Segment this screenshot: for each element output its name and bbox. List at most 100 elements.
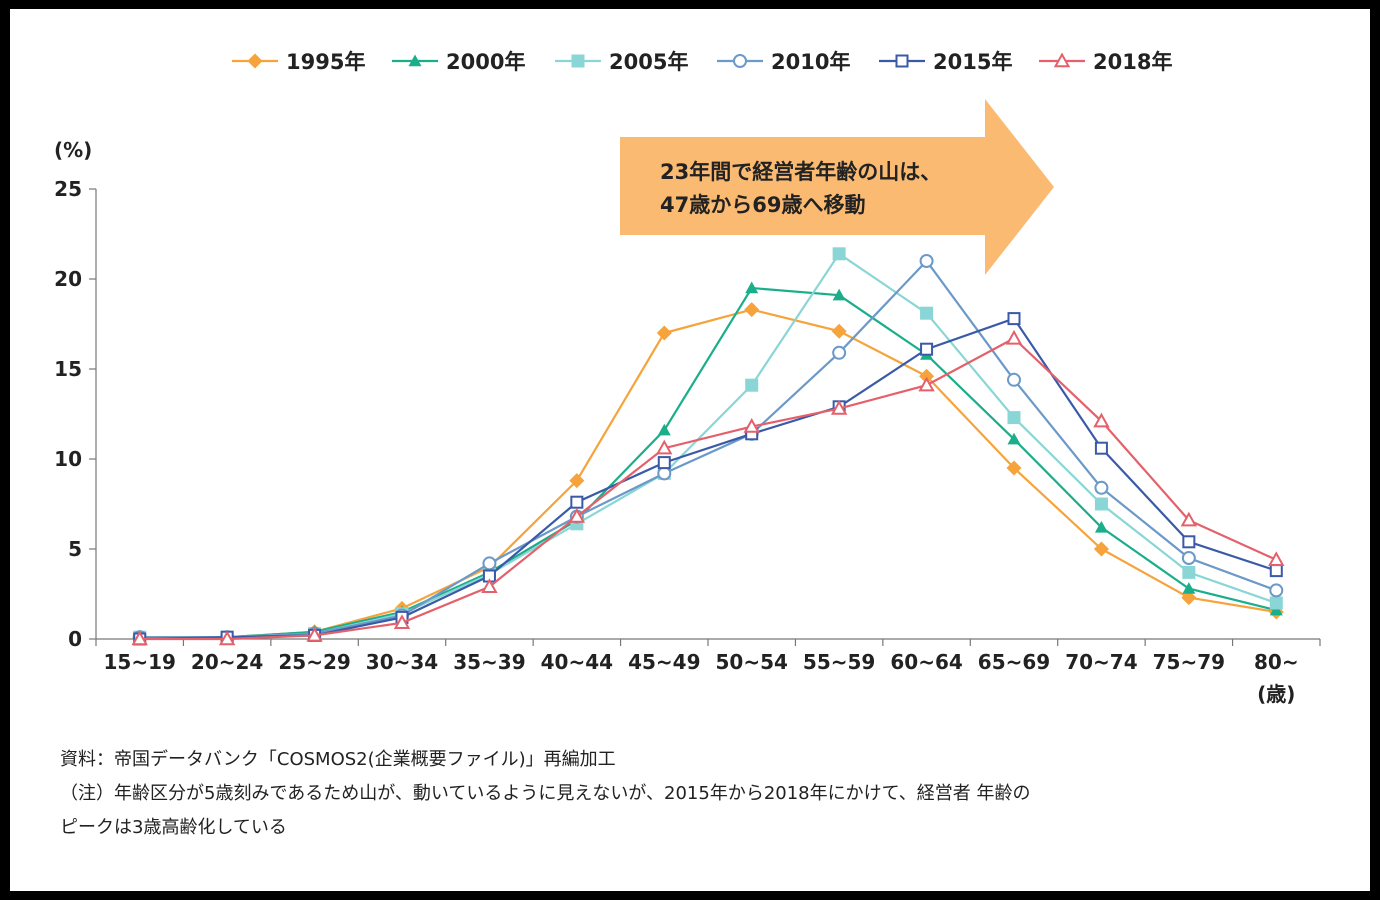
legend-item: 2000年 (392, 50, 525, 74)
data-point (481, 578, 498, 593)
y-tick-label: 0 (68, 627, 82, 651)
data-point (1007, 411, 1021, 425)
data-point (1094, 497, 1108, 511)
data-point (919, 368, 935, 384)
data-point (1181, 551, 1196, 565)
data-point (306, 626, 323, 642)
series-2018年 (131, 329, 1285, 646)
y-axis-unit-label: (%) (54, 138, 92, 162)
legend-label: 1995年 (286, 50, 365, 74)
data-point (657, 456, 671, 470)
footnote-line-1: （注）年齢区分が5歳刻みであるため山が、動いているように見えないが、2015年か… (60, 783, 1031, 804)
data-point (919, 254, 934, 268)
y-tick-label: 20 (54, 267, 82, 291)
x-axis-unit-label: (歳) (1257, 682, 1295, 706)
data-point (920, 306, 934, 320)
data-point (831, 323, 847, 339)
data-point (1269, 564, 1283, 578)
data-point (1180, 511, 1198, 527)
data-point (656, 439, 673, 455)
chart-legend: 1995年 2000年 2005年 2010年 2015年 2018年 (232, 50, 1172, 74)
data-point (568, 508, 586, 523)
data-point (744, 302, 760, 318)
shift-annotation-arrow: 23年間で経営者年齢の山は、 47歳から69歳へ移動 (620, 99, 1054, 275)
data-point (131, 630, 148, 646)
data-point (1094, 480, 1109, 495)
series-line (139, 337, 1277, 641)
series-1995年 (132, 302, 1284, 645)
series-line (139, 259, 1277, 639)
x-tick-label: 65~69 (978, 650, 1050, 674)
data-point (1093, 541, 1109, 557)
figure-notes: 資料：帝国データバンク「COSMOS2(企業概要ファイル)」再編加工 （注）年齢… (60, 743, 1360, 845)
data-point (1182, 582, 1196, 594)
data-point (1007, 432, 1021, 445)
data-point (482, 556, 497, 571)
data-point (656, 325, 672, 341)
legend-label: 2010年 (771, 50, 850, 74)
x-tick-label: 15~19 (104, 650, 176, 674)
y-tick-label: 15 (54, 357, 82, 381)
legend-marker (733, 54, 747, 68)
data-point (1007, 372, 1021, 387)
x-tick-label: 40~44 (541, 650, 613, 674)
data-point (1007, 312, 1021, 326)
footnote-line-2: ピークは3歳高齢化している (60, 817, 287, 838)
legend-label: 2015年 (933, 50, 1012, 74)
chart-axes: 0 5 10 15 20 25 (%) 15~19 20~24 25~29 30~34 35~39 40… (54, 138, 1321, 706)
x-tick-label: 25~29 (278, 650, 350, 674)
callout-arrow-shape (620, 99, 1054, 275)
x-tick-label: 60~64 (890, 650, 962, 674)
legend-item: 1995年 (232, 50, 365, 74)
figure-frame: 23年間で経営者年齢の山は、 47歳から69歳へ移動 0 5 10 15 20 25 (%) 1… (10, 9, 1370, 891)
x-tick-label: 45~49 (628, 650, 700, 674)
legend-label: 2000年 (446, 50, 525, 74)
data-point (657, 423, 671, 436)
x-tick-label: 50~54 (716, 650, 788, 674)
data-point (1268, 551, 1285, 566)
x-tick-label: 80~ (1254, 650, 1299, 674)
data-point (832, 247, 846, 261)
x-tick-label: 35~39 (453, 650, 525, 674)
x-tick-label: 30~34 (366, 650, 438, 674)
data-point (1182, 565, 1196, 579)
data-point (1094, 520, 1108, 533)
data-point (745, 378, 759, 392)
series-line (139, 286, 1277, 639)
data-point (657, 466, 672, 481)
legend-marker (571, 54, 585, 68)
data-point (570, 495, 584, 509)
data-point (1094, 441, 1108, 455)
data-point (1093, 412, 1110, 428)
series-2000年 (133, 281, 1283, 643)
data-point (1005, 329, 1023, 345)
legend-label: 2018年 (1093, 50, 1172, 74)
legend-item: 2010年 (717, 50, 850, 74)
data-point (743, 418, 760, 433)
data-point (1006, 460, 1022, 476)
x-tick-label: 70~74 (1065, 650, 1137, 674)
series-2005年 (133, 247, 1283, 644)
data-point (1269, 583, 1284, 598)
chart-series (131, 247, 1285, 646)
legend-item: 2018年 (1039, 50, 1172, 74)
age-distribution-line-chart: 23年間で経営者年齢の山は、 47歳から69歳へ移動 0 5 10 15 20 25 (%) 1… (54, 50, 1321, 706)
y-tick-label: 5 (68, 537, 82, 561)
data-point (1181, 590, 1197, 606)
data-point (918, 376, 935, 392)
x-tick-label: 55~59 (803, 650, 875, 674)
data-point (569, 473, 585, 489)
data-point (1269, 603, 1283, 616)
legend-item: 2015年 (879, 50, 1012, 74)
legend-marker (408, 54, 422, 67)
source-note: 資料：帝国データバンク「COSMOS2(企業概要ファイル)」再編加工 (60, 749, 616, 770)
callout-text-line-1: 23年間で経営者年齢の山は、 (660, 160, 941, 184)
data-point (218, 630, 236, 646)
data-point (393, 614, 411, 629)
y-tick-label: 25 (54, 177, 82, 201)
data-point (830, 400, 848, 415)
x-tick-label: 75~79 (1153, 650, 1225, 674)
legend-label: 2005年 (609, 50, 688, 74)
data-point (832, 288, 846, 301)
series-line (139, 317, 1277, 641)
